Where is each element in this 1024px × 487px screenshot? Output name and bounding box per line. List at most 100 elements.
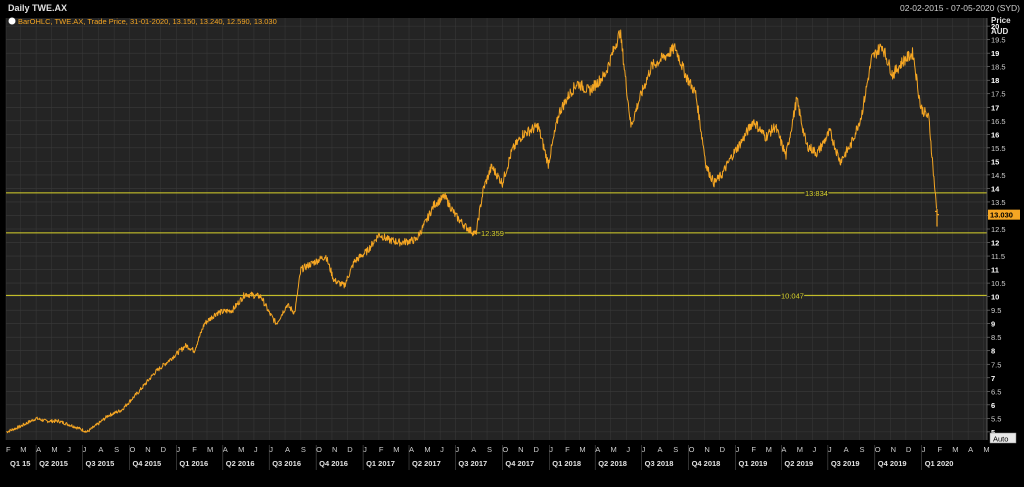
- month-tick-label: S: [859, 445, 864, 454]
- y-tick-label: 5.5: [991, 414, 1001, 423]
- month-tick-label: D: [906, 445, 912, 454]
- month-tick-label: S: [673, 445, 678, 454]
- price-axis: 5 5.5 6 6.5 7 7.5 8 8.5 9 9.5 10 10.5 11 11.5 12 12.5 13…: [986, 18, 1020, 440]
- level-line-label: 12.359: [481, 229, 504, 238]
- quarter-tick-label: Q2 2017: [412, 459, 441, 468]
- y-tick-label: 17: [991, 103, 999, 112]
- currency-label: AUD: [991, 27, 1009, 36]
- month-tick-label: J: [363, 445, 367, 454]
- y-tick-label: 13.5: [991, 198, 1006, 207]
- y-tick-label: 18.5: [991, 63, 1006, 72]
- y-tick-label: 9.5: [991, 306, 1001, 315]
- y-tick-label: 14: [991, 184, 1000, 193]
- y-tick-label: 17.5: [991, 90, 1006, 99]
- price-series: [6, 29, 940, 434]
- quarter-tick-label: Q2 2018: [598, 459, 627, 468]
- month-tick-label: F: [379, 445, 384, 454]
- y-tick-label: 10: [991, 293, 999, 302]
- month-tick-label: A: [595, 445, 600, 454]
- month-tick-label: O: [129, 445, 135, 454]
- chart-title: Daily TWE.AX: [8, 3, 67, 13]
- horizontal-lines: 13.834 12.359 10.047: [6, 188, 987, 302]
- month-tick-label: J: [828, 445, 832, 454]
- month-tick-label: F: [565, 445, 570, 454]
- grid: [5, 18, 987, 440]
- month-tick-label: O: [502, 445, 508, 454]
- month-tick-label: A: [36, 445, 41, 454]
- month-tick-label: F: [192, 445, 197, 454]
- month-tick-label: M: [797, 445, 803, 454]
- month-tick-label: M: [393, 445, 399, 454]
- y-tick-label: 12.5: [991, 225, 1006, 234]
- quarter-tick-label: Q3 2015: [86, 459, 115, 468]
- y-tick-label: 8.5: [991, 333, 1001, 342]
- quarter-tick-label: Q3 2019: [831, 459, 860, 468]
- month-tick-label: N: [145, 445, 150, 454]
- last-price-marker: [988, 209, 1020, 220]
- month-tick-label: A: [98, 445, 103, 454]
- month-tick-label: M: [424, 445, 430, 454]
- quarter-tick-label: Q4 2016: [319, 459, 348, 468]
- y-tick-label: 12: [991, 239, 999, 248]
- month-tick-label: O: [316, 445, 322, 454]
- auto-button[interactable]: [989, 432, 1017, 444]
- month-tick-label: A: [657, 445, 662, 454]
- month-tick-label: A: [223, 445, 228, 454]
- month-tick-label: M: [611, 445, 617, 454]
- month-tick-label: J: [440, 445, 444, 454]
- legend-marker-icon: [8, 17, 16, 25]
- level-line-label: 13.834: [805, 189, 828, 198]
- quarter-tick-label: Q1 2019: [739, 459, 768, 468]
- quarter-tick-label: Q3 2018: [645, 459, 674, 468]
- quarter-tick-label: Q3 2016: [272, 459, 301, 468]
- month-tick-label: M: [51, 445, 57, 454]
- y-tick-label: 20: [991, 22, 999, 31]
- quarter-tick-label: Q4 2017: [505, 459, 534, 468]
- legend-text: BarOHLC, TWE.AX, Trade Price, 31-01-2020…: [18, 17, 277, 26]
- month-tick-label: J: [176, 445, 180, 454]
- quarter-tick-label: Q1 2016: [179, 459, 208, 468]
- month-tick-label: J: [455, 445, 459, 454]
- month-tick-label: J: [67, 445, 71, 454]
- month-tick-label: O: [875, 445, 881, 454]
- month-tick-label: M: [579, 445, 585, 454]
- month-tick-label: M: [983, 445, 989, 454]
- month-tick-label: J: [549, 445, 553, 454]
- price-line: [6, 29, 937, 434]
- month-tick-label: S: [114, 445, 119, 454]
- month-tick-label: J: [254, 445, 258, 454]
- y-tick-label: 6.5: [991, 387, 1001, 396]
- y-tick-label: 19: [991, 49, 999, 58]
- month-tick-label: J: [626, 445, 630, 454]
- y-tick-label: 6: [991, 401, 995, 410]
- month-tick-label: F: [751, 445, 756, 454]
- y-tick-label: 11.5: [991, 252, 1005, 261]
- quarter-tick-label: Q1 2018: [552, 459, 581, 468]
- month-tick-label: F: [938, 445, 943, 454]
- auto-button-label: Auto: [993, 435, 1008, 444]
- quarter-tick-label: Q4 2018: [692, 459, 721, 468]
- month-tick-label: J: [83, 445, 87, 454]
- month-tick-label: N: [891, 445, 896, 454]
- month-tick-label: S: [487, 445, 492, 454]
- month-tick-label: J: [922, 445, 926, 454]
- quarter-tick-label: Q3 2017: [458, 459, 487, 468]
- y-tick-label: 19.5: [991, 36, 1006, 45]
- quarter-tick-label: Q2 2016: [226, 459, 255, 468]
- y-tick-label: 7: [991, 374, 995, 383]
- y-tick-label: 16: [991, 130, 999, 139]
- month-tick-label: N: [518, 445, 523, 454]
- month-tick-label: O: [689, 445, 695, 454]
- date-range: 02-02-2015 - 07-05-2020 (SYD): [900, 3, 1020, 13]
- quarter-tick-label: Q4 2019: [878, 459, 907, 468]
- quarter-tick-label: Q2 2015: [39, 459, 68, 468]
- y-tick-label: 15: [991, 157, 999, 166]
- level-line-label: 10.047: [781, 291, 804, 300]
- quarter-tick-label: Q1 2017: [366, 459, 395, 468]
- month-tick-label: M: [207, 445, 213, 454]
- y-tick-label: 18: [991, 76, 999, 85]
- month-tick-label: J: [813, 445, 817, 454]
- month-tick-label: J: [736, 445, 740, 454]
